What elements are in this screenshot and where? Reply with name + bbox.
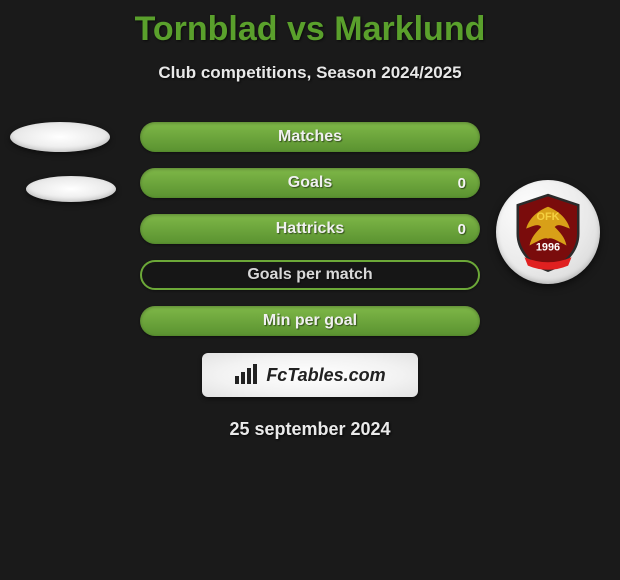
- stat-pill-min-per-goal: Min per goal: [140, 306, 480, 336]
- stat-pill-hattricks: Hattricks 0: [140, 214, 480, 244]
- date-line: 25 september 2024: [0, 419, 620, 440]
- stat-pill-matches: Matches: [140, 122, 480, 152]
- stats-area: Matches Goals 0 Hattricks 0 Goals per ma…: [0, 121, 620, 337]
- stat-label: Goals: [288, 174, 332, 192]
- stat-row-matches: Matches: [0, 121, 620, 153]
- stat-row-min-per-goal: Min per goal: [0, 305, 620, 337]
- stat-label: Matches: [278, 128, 342, 146]
- stat-row-hattricks: Hattricks 0: [0, 213, 620, 245]
- page-title: Tornblad vs Marklund: [0, 0, 620, 49]
- subtitle: Club competitions, Season 2024/2025: [0, 63, 620, 83]
- stat-label: Hattricks: [276, 220, 344, 238]
- branding-badge[interactable]: FcTables.com: [202, 353, 418, 397]
- stat-label: Goals per match: [247, 266, 372, 284]
- branding-text: FcTables.com: [266, 365, 385, 386]
- stat-row-goals-per-match: Goals per match: [0, 259, 620, 291]
- stat-pill-goals-per-match: Goals per match: [140, 260, 480, 290]
- stat-value-right: 0: [458, 221, 466, 238]
- branding-bars-icon: [234, 364, 260, 386]
- stat-row-goals: Goals 0: [0, 167, 620, 199]
- stat-value-right: 0: [458, 175, 466, 192]
- stat-pill-goals: Goals 0: [140, 168, 480, 198]
- stat-label: Min per goal: [263, 312, 357, 330]
